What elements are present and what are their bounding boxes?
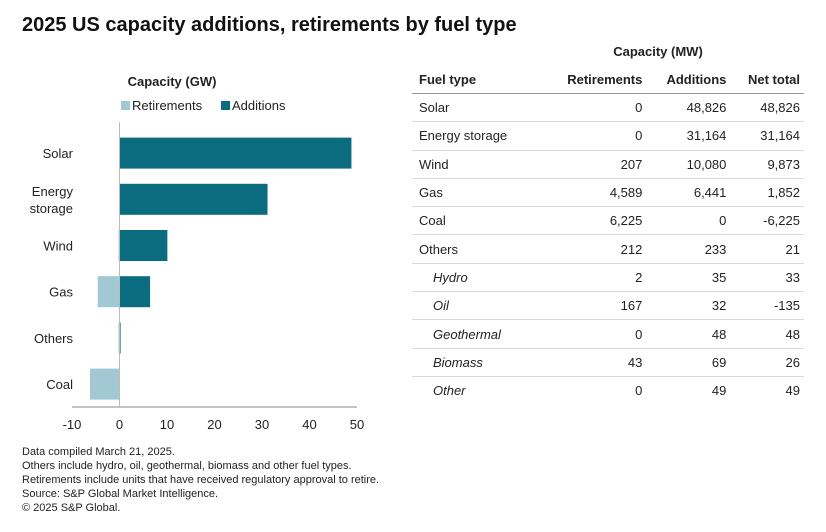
table-row: Solar 0 48,826 48,826 bbox=[412, 93, 804, 123]
cell-retirements: 167 bbox=[542, 291, 647, 321]
cell-fuel-type: Biomass bbox=[412, 348, 543, 377]
cell-net-total: 33 bbox=[730, 263, 804, 293]
cell-retirements: 4,589 bbox=[542, 178, 647, 208]
table-row: Hydro 2 35 33 bbox=[412, 263, 804, 293]
capacity-bar-chart: Capacity (GW) Retirements Additions Solar En… bbox=[30, 74, 365, 432]
category-label: Coal bbox=[46, 377, 73, 392]
table-row: Geothermal 0 48 48 bbox=[412, 319, 804, 349]
footnote: Others include hydro, oil, geothermal, b… bbox=[22, 460, 352, 472]
footnotes: Data compiled March 21, 2025. Others inc… bbox=[22, 445, 379, 515]
table-row: Wind 207 10,080 9,873 bbox=[412, 150, 804, 179]
cell-net-total: 49 bbox=[785, 383, 800, 399]
footnote: Source: S&P Global Market Intelligence. bbox=[22, 488, 219, 500]
cell-fuel-type: Geothermal bbox=[412, 319, 543, 349]
cell-additions: 233 bbox=[646, 234, 731, 264]
x-tick-label: 40 bbox=[302, 417, 316, 432]
table-row: Biomass 43 69 26 bbox=[412, 348, 804, 377]
cell-net-total: 48,826 bbox=[730, 93, 804, 123]
cell-additions: 69 bbox=[646, 348, 731, 377]
column-header-net-total: Net total bbox=[730, 66, 804, 94]
cell-fuel-type: Gas bbox=[412, 178, 543, 208]
cell-net-total: 9,873 bbox=[730, 150, 804, 179]
cell-retirements: 2 bbox=[542, 263, 647, 293]
bar-retirements bbox=[97, 276, 120, 308]
cell-retirements: 207 bbox=[542, 150, 647, 179]
x-tick-label: 0 bbox=[116, 417, 123, 432]
bar-retirements bbox=[89, 368, 120, 400]
cell-retirements: 0 bbox=[542, 93, 647, 123]
cell-retirements: 212 bbox=[542, 234, 647, 264]
cell-fuel-type: Solar bbox=[412, 93, 543, 123]
cell-additions: 10,080 bbox=[646, 150, 731, 179]
table-row: Oil 167 32 -135 bbox=[412, 291, 804, 321]
footnote: Retirements include units that have rece… bbox=[22, 474, 380, 486]
category-label: Energy bbox=[32, 184, 74, 199]
cell-fuel-type: Others bbox=[412, 234, 543, 264]
x-tick-label: 20 bbox=[207, 417, 221, 432]
column-header-fuel-type: Fuel type bbox=[412, 66, 543, 94]
cell-net-total: 31,164 bbox=[730, 121, 804, 151]
category-label: Solar bbox=[43, 146, 74, 161]
cell-additions: 6,441 bbox=[646, 178, 731, 208]
cell-additions: 0 bbox=[646, 206, 731, 236]
legend-label-retirements: Retirements bbox=[132, 98, 203, 113]
cell-fuel-type: Wind bbox=[412, 150, 543, 179]
table-row: Others 212 233 21 bbox=[412, 234, 804, 264]
cell-retirements: 0 bbox=[542, 121, 647, 151]
table-row: Coal 6,225 0 -6,225 bbox=[412, 206, 804, 236]
cell-additions: 31,164 bbox=[646, 121, 731, 151]
bar-additions bbox=[119, 276, 151, 308]
x-tick-label: -10 bbox=[63, 417, 82, 432]
table-row: Gas 4,589 6,441 1,852 bbox=[412, 178, 804, 208]
bar-retirements bbox=[118, 322, 120, 354]
cell-additions: 48,826 bbox=[646, 93, 731, 123]
cell-net-total: 26 bbox=[730, 348, 804, 377]
x-tick-label: 10 bbox=[160, 417, 174, 432]
x-tick-label: 50 bbox=[350, 417, 364, 432]
cell-additions: 35 bbox=[646, 263, 731, 293]
cell-net-total: 48 bbox=[730, 319, 804, 349]
cell-retirements: 6,225 bbox=[542, 206, 647, 236]
cell-fuel-type: Energy storage bbox=[412, 121, 543, 151]
cell-retirements: 0 bbox=[542, 319, 647, 349]
cell-net-total: 21 bbox=[730, 234, 804, 264]
chart-title: Capacity (GW) bbox=[128, 74, 217, 89]
column-header-retirements: Retirements bbox=[542, 66, 647, 94]
cell-net-total: -6,225 bbox=[730, 206, 804, 236]
category-label: Gas bbox=[49, 285, 73, 300]
cell-net-total: 1,852 bbox=[730, 178, 804, 208]
cell-net-total: -135 bbox=[730, 291, 804, 321]
table-group-header: Capacity (MW) bbox=[613, 44, 703, 59]
cell-additions: 48 bbox=[646, 319, 731, 349]
table-row: Energy storage 0 31,164 31,164 bbox=[412, 121, 804, 151]
bar-additions bbox=[119, 183, 268, 215]
table-header-row: Fuel type Retirements Additions Net tota… bbox=[412, 66, 804, 94]
legend-swatch-additions bbox=[221, 101, 230, 110]
bar-additions bbox=[119, 230, 168, 261]
cell-fuel-type: Oil bbox=[412, 291, 543, 321]
cell-fuel-type: Hydro bbox=[412, 263, 543, 293]
cell-retirements: 0 bbox=[635, 383, 643, 399]
legend-label-additions: Additions bbox=[232, 98, 286, 113]
page-title: 2025 US capacity additions, retirements … bbox=[22, 14, 517, 36]
capacity-table: Fuel type Retirements Additions Net tota… bbox=[412, 66, 804, 404]
footnote: © 2025 S&P Global. bbox=[22, 502, 121, 514]
bar-additions bbox=[119, 322, 121, 354]
legend-swatch-retirements bbox=[121, 101, 130, 110]
cell-fuel-type: Coal bbox=[412, 206, 543, 236]
category-label: Wind bbox=[43, 239, 73, 254]
footnote: Data compiled March 21, 2025. bbox=[22, 446, 175, 458]
x-tick-label: 30 bbox=[255, 417, 269, 432]
cell-additions: 32 bbox=[646, 291, 731, 321]
category-label: storage bbox=[30, 201, 73, 216]
column-header-additions: Additions bbox=[646, 66, 731, 94]
cell-fuel-type: Other bbox=[433, 383, 466, 399]
cell-retirements: 43 bbox=[542, 348, 647, 377]
bar-additions bbox=[119, 137, 352, 169]
category-label: Others bbox=[34, 331, 74, 346]
cell-additions: 49 bbox=[711, 383, 727, 399]
table-row: Other 0 49 49 bbox=[412, 376, 804, 404]
